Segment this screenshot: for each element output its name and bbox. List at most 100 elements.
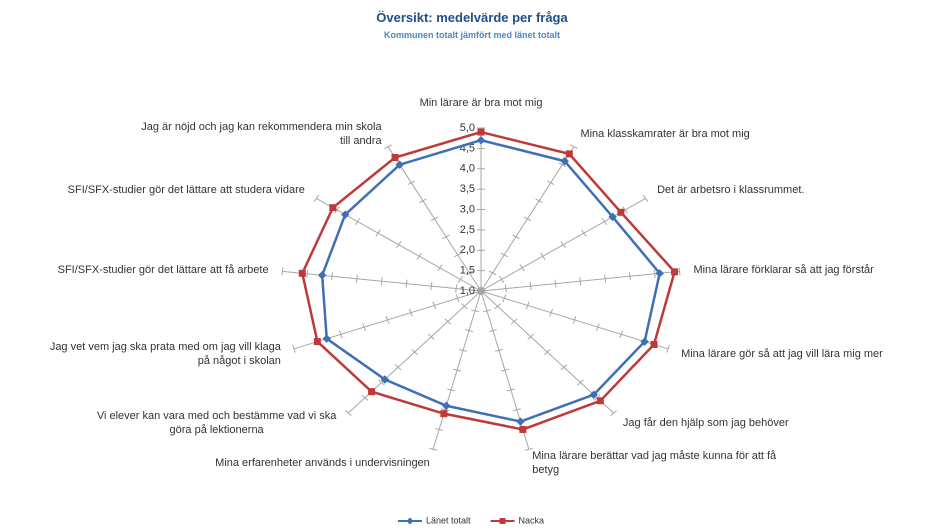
tick-mark <box>313 194 320 202</box>
marker <box>329 204 337 212</box>
chart-subtitle: Kommunen totalt jämfört med länet totalt <box>383 30 560 40</box>
tick-mark <box>338 330 343 339</box>
tick-mark <box>405 279 408 288</box>
category-label: Vi elever kan vara med och bestämme vad … <box>96 410 337 437</box>
marker <box>340 210 350 219</box>
marker <box>640 337 649 346</box>
marker <box>671 268 679 276</box>
tick-mark <box>488 270 497 276</box>
category-label: Mina klasskamrater är bra mot mig <box>580 128 750 141</box>
marker <box>322 334 331 343</box>
r-tick-label: 1,0 <box>460 285 475 297</box>
tick-mark <box>524 447 533 451</box>
tick-mark <box>465 329 474 333</box>
marker <box>477 128 485 136</box>
tick-mark <box>361 394 369 401</box>
tick-mark <box>444 318 452 325</box>
category-label: SFI/SFX-studier gör det lättare att få a… <box>57 263 269 276</box>
tick-mark <box>540 252 546 260</box>
category-label: Det är arbetsro i klassrummet. <box>657 184 805 197</box>
tick-mark <box>394 364 402 371</box>
tick-mark <box>430 216 439 222</box>
tick-mark <box>411 348 419 356</box>
tick-mark <box>427 333 435 340</box>
tick-mark <box>378 379 385 386</box>
tick-mark <box>558 162 567 168</box>
marker <box>317 271 327 280</box>
tick-mark <box>666 344 670 353</box>
tick-mark <box>570 144 578 149</box>
tick-mark <box>292 344 296 353</box>
marker <box>313 338 321 346</box>
tick-mark <box>498 275 505 284</box>
tick-mark <box>355 274 358 283</box>
r-tick-label: 2,5 <box>460 224 475 236</box>
marker <box>395 160 404 169</box>
category-label: Jag får den hjälp som jag behöver <box>622 417 789 430</box>
tick-mark <box>543 348 551 356</box>
tick-mark <box>525 301 530 310</box>
tick-mark <box>595 323 600 332</box>
tick-mark <box>502 294 507 303</box>
tick-mark <box>572 315 577 324</box>
tick-mark <box>622 206 628 214</box>
category-label: Mina lärare förklarar så att jag förstår <box>693 263 874 276</box>
tick-mark <box>529 282 532 291</box>
tick-mark <box>416 252 422 260</box>
marker <box>519 425 527 433</box>
tick-mark <box>447 388 456 392</box>
tick-mark <box>465 270 474 276</box>
tick-mark <box>500 252 509 258</box>
tick-mark <box>535 198 543 204</box>
tick-mark <box>512 408 521 412</box>
tick-mark <box>455 284 458 293</box>
tick-mark <box>523 216 532 222</box>
tick-mark <box>453 368 462 372</box>
tick-mark <box>506 388 515 392</box>
tick-mark <box>577 379 584 386</box>
tick-mark <box>380 277 383 286</box>
tick-mark <box>581 229 587 237</box>
tick-mark <box>604 274 607 283</box>
tick-mark <box>430 282 433 291</box>
category-label: Mina lärare berättar vad jag måste kunna… <box>532 449 777 476</box>
r-tick-label: 1,5 <box>460 265 475 277</box>
chart-title: Översikt: medelvärde per fråga <box>376 10 568 25</box>
marker <box>596 397 604 405</box>
tick-mark <box>488 329 497 333</box>
legend-label: Nacka <box>519 515 545 525</box>
tick-mark <box>549 308 554 317</box>
tick-mark <box>527 333 535 340</box>
r-tick-label: 3,0 <box>460 203 475 215</box>
marker <box>380 375 390 384</box>
marker <box>298 269 306 277</box>
tick-mark <box>494 348 503 352</box>
tick-mark <box>554 279 557 288</box>
tick-mark <box>628 272 631 281</box>
tick-mark <box>441 408 450 412</box>
tick-mark <box>432 301 437 310</box>
tick-mark <box>461 303 468 310</box>
tick-mark <box>510 318 518 325</box>
legend-marker <box>406 517 414 525</box>
tick-mark <box>334 206 340 214</box>
marker <box>476 135 486 145</box>
tick-mark <box>546 180 555 186</box>
tick-mark <box>504 284 507 293</box>
marker <box>565 150 573 158</box>
marker <box>589 390 598 399</box>
tick-mark <box>610 409 617 417</box>
tick-mark <box>512 234 520 240</box>
marker <box>440 410 448 418</box>
category-label: Mina erfarenheter används i undervisning… <box>215 456 430 469</box>
category-label: Min lärare är bra mot mig <box>419 97 543 109</box>
r-tick-label: 2,0 <box>460 244 475 256</box>
tick-mark <box>459 348 468 352</box>
tick-mark <box>442 234 450 240</box>
tick-mark <box>619 330 624 339</box>
tick-mark <box>396 241 402 249</box>
tick-mark <box>601 217 608 226</box>
legend-marker <box>499 518 506 524</box>
series-line <box>320 138 662 423</box>
